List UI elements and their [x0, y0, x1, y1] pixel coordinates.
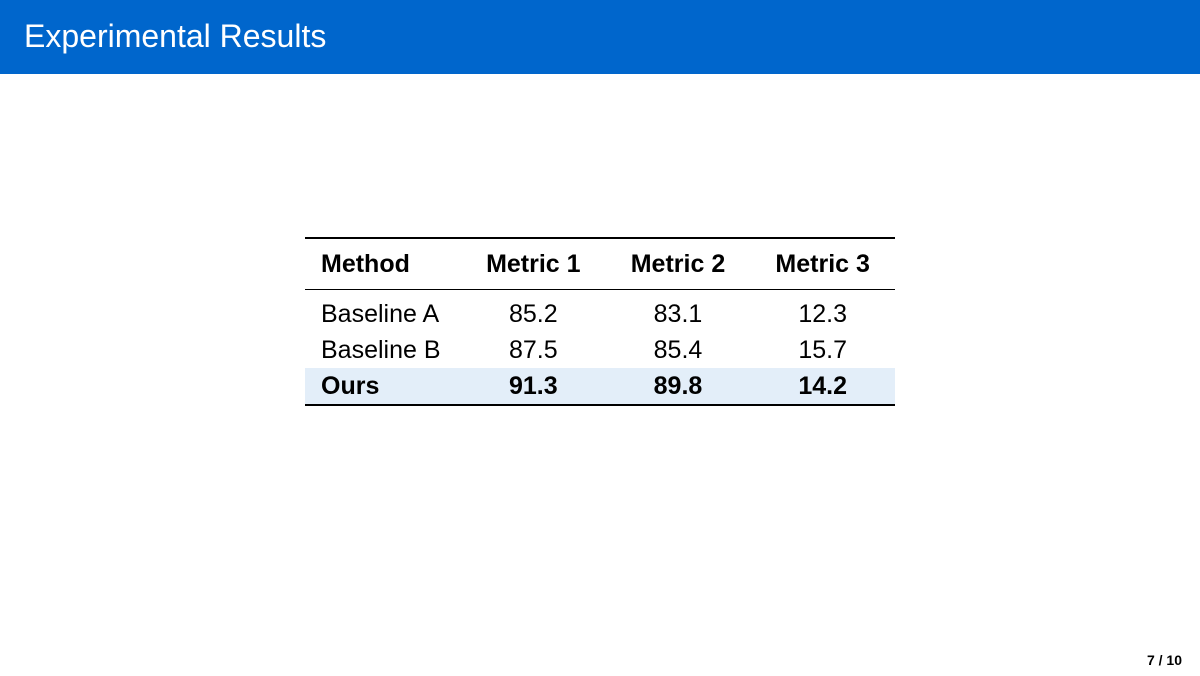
value-cell: 91.3	[508, 371, 558, 400]
column-header: Metric 3	[775, 249, 870, 278]
results-table: Method Metric 1 Metric 2 Metric 3 Baseline …	[305, 237, 895, 406]
column-header: Metric 2	[630, 249, 726, 278]
value-cell: 85.2	[508, 299, 558, 328]
page-number: 7 / 10	[1146, 652, 1182, 668]
value-cell: 12.3	[798, 299, 847, 328]
table-row: Baseline B 87.5 85.4 15.7	[305, 332, 895, 368]
table-body: Baseline A 85.2 83.1 12.3 Baseline B 87.5 85.4…	[305, 290, 895, 405]
column-header: Metric 1	[486, 249, 581, 278]
value-cell: 87.5	[508, 335, 558, 364]
header-row: Method Metric 1 Metric 2 Metric 3	[305, 238, 895, 290]
value-cell: 89.8	[653, 371, 703, 400]
table-row: Ours 91.3 89.8 14.2	[305, 368, 895, 405]
slide-title: Experimental Results	[24, 18, 327, 54]
table-header: Method Metric 1 Metric 2 Metric 3	[305, 238, 895, 290]
column-header: Method	[321, 249, 410, 278]
method-cell: Baseline B	[321, 335, 441, 364]
value-cell: 14.2	[798, 371, 847, 400]
value-cell: 85.4	[653, 335, 703, 364]
table-row: Baseline A 85.2 83.1 12.3	[305, 290, 895, 333]
value-cell: 15.7	[798, 335, 847, 364]
method-cell: Ours	[321, 371, 380, 400]
method-cell: Baseline A	[321, 299, 440, 328]
title-bar: Experimental Results	[0, 0, 1200, 74]
value-cell: 83.1	[653, 299, 703, 328]
